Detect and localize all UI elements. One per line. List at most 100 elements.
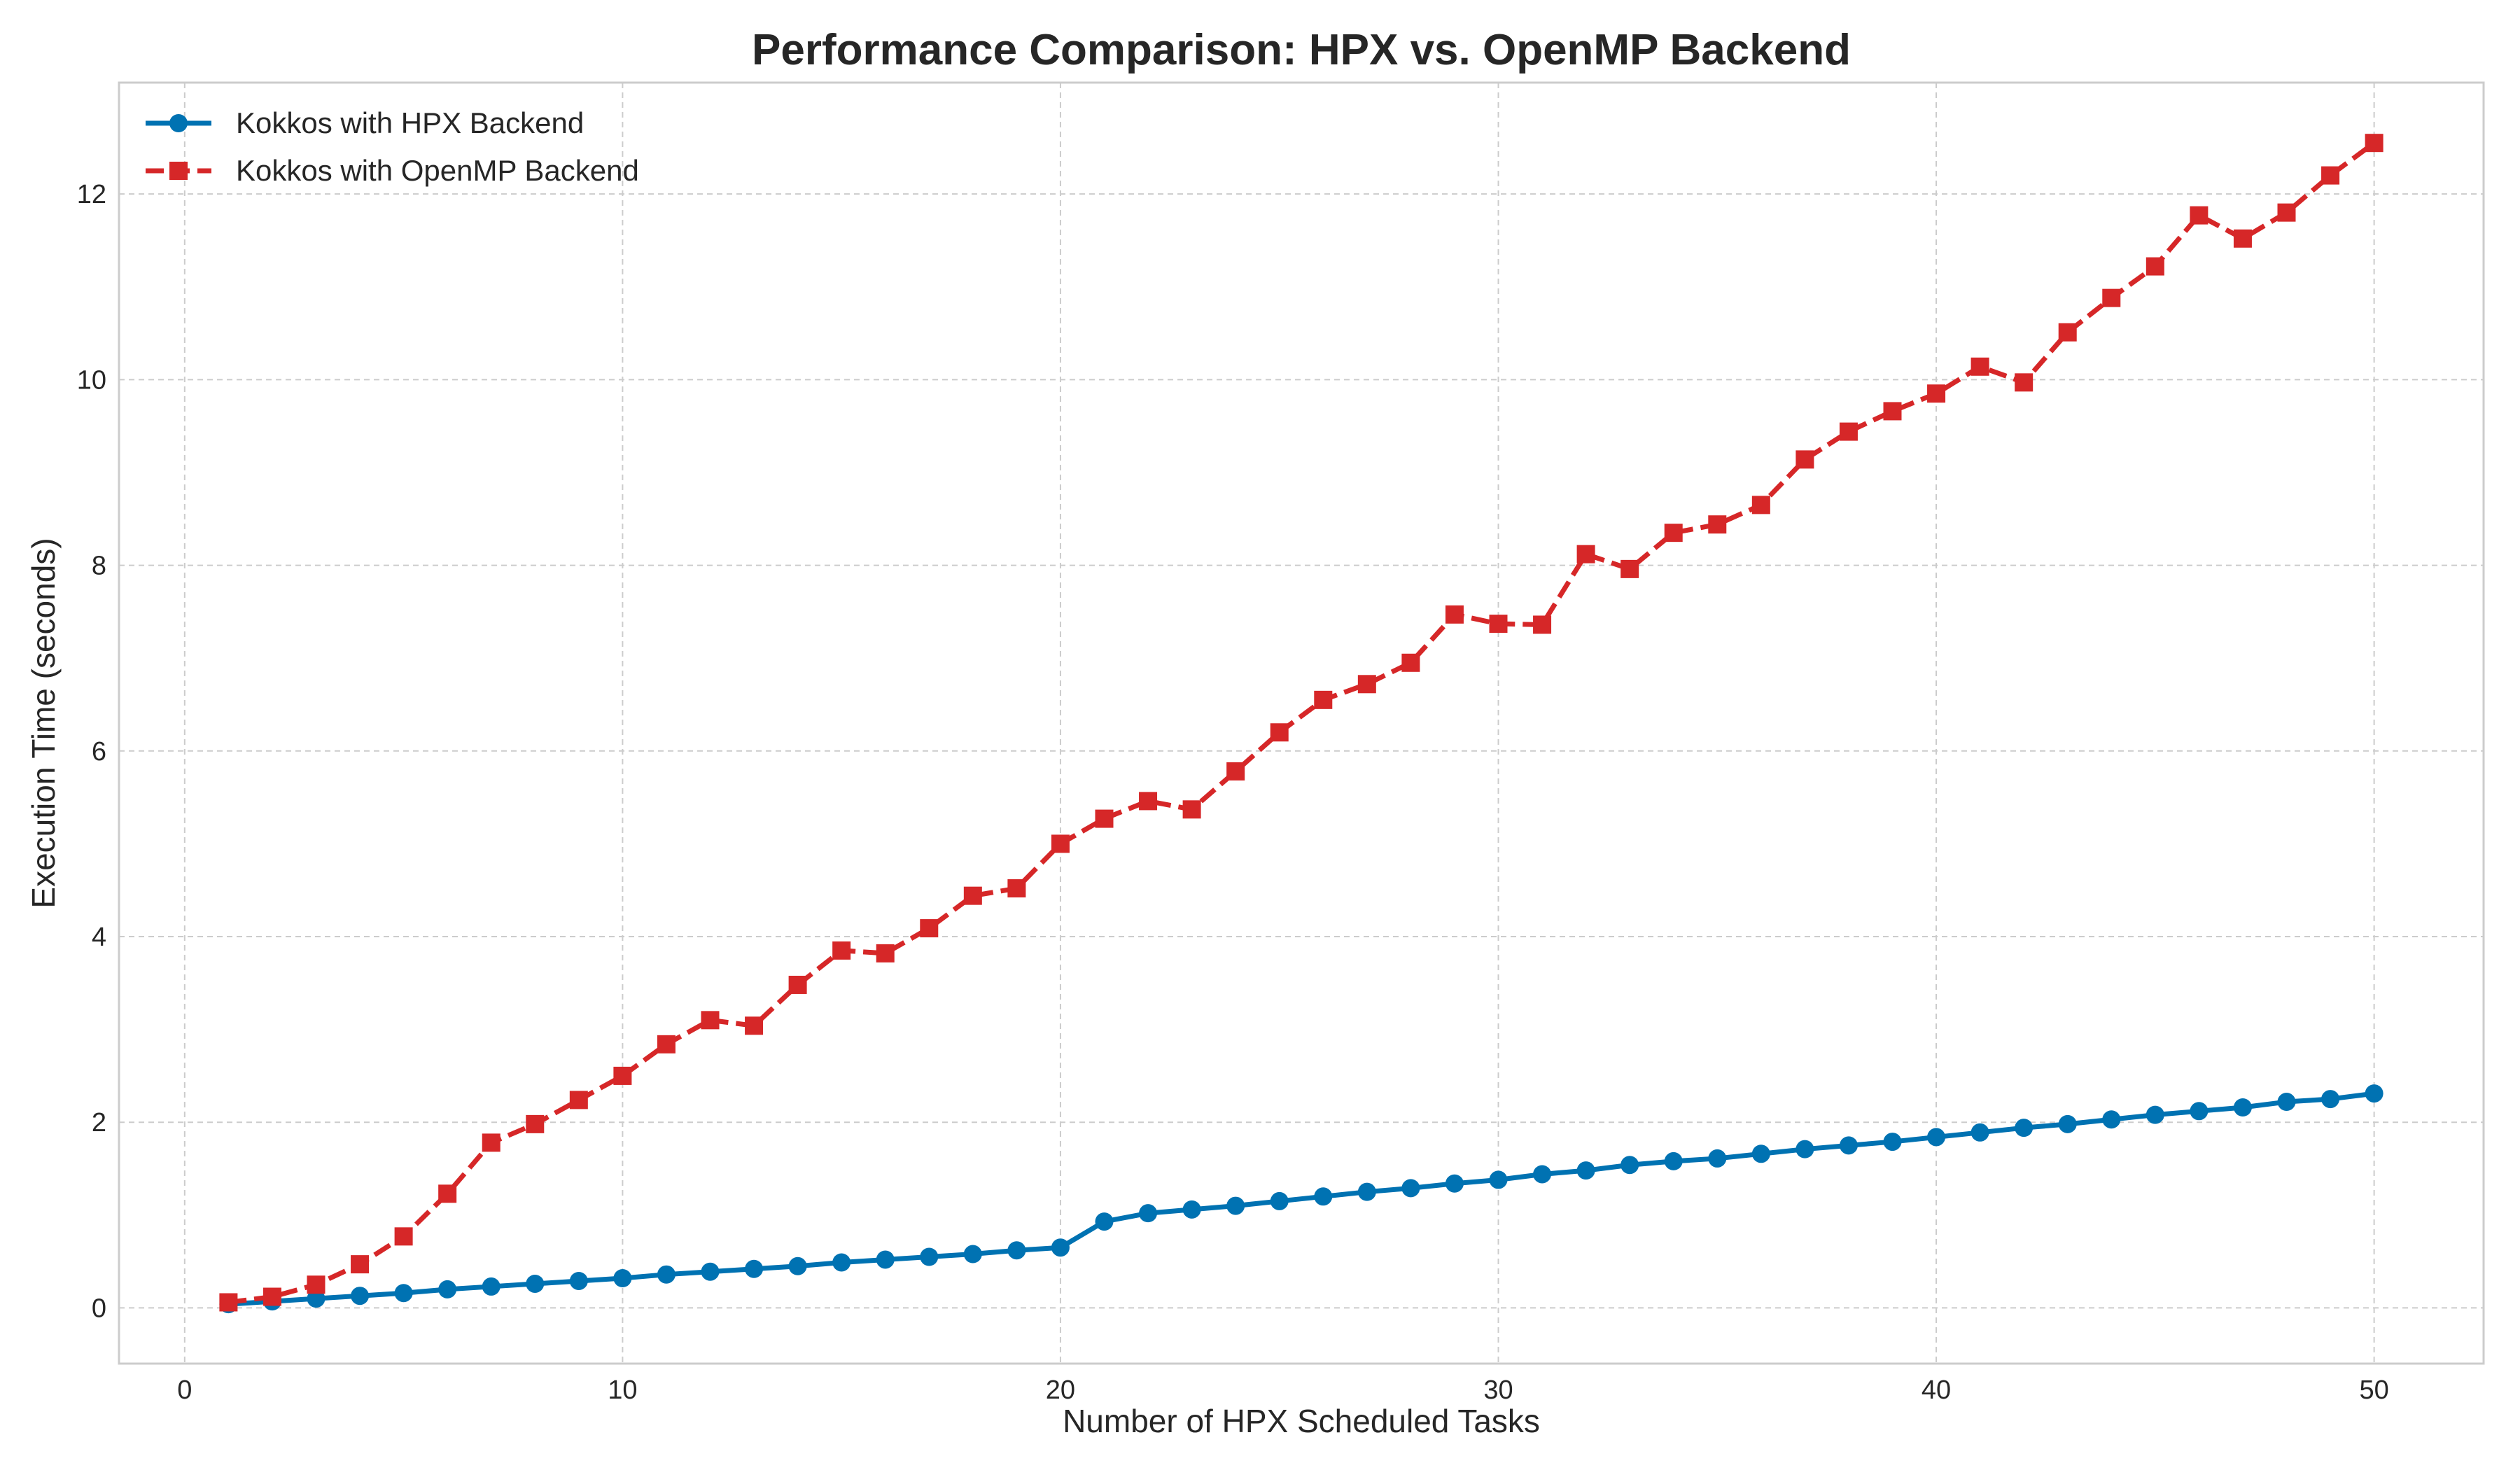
data-point-hpx — [1883, 1133, 1902, 1152]
data-point-hpx — [2146, 1105, 2164, 1124]
data-point-hpx — [394, 1284, 413, 1303]
chart-title: Performance Comparison: HPX vs. OpenMP B… — [752, 26, 1851, 74]
data-point-openmp — [1751, 496, 1770, 514]
legend-marker-shape-openmp — [169, 162, 188, 180]
data-point-openmp — [1314, 690, 1333, 709]
data-point-openmp — [745, 1016, 764, 1035]
data-point-openmp — [1576, 545, 1595, 564]
data-point-hpx — [351, 1287, 370, 1306]
data-point-hpx — [1401, 1179, 1420, 1198]
data-point-openmp — [2058, 323, 2077, 342]
data-point-openmp — [1883, 402, 1902, 421]
data-point-openmp — [1620, 559, 1639, 578]
data-point-hpx — [1489, 1170, 1508, 1189]
data-point-openmp — [1489, 615, 1508, 634]
y-tick-label: 2 — [92, 1108, 106, 1138]
data-point-hpx — [1051, 1238, 1070, 1257]
data-point-hpx — [2015, 1119, 2033, 1138]
grid-layer — [119, 83, 2484, 1364]
data-point-hpx — [482, 1277, 500, 1296]
data-point-openmp — [1839, 422, 1858, 441]
data-point-hpx — [569, 1271, 588, 1290]
data-point-hpx — [2058, 1114, 2077, 1133]
data-point-hpx — [2365, 1084, 2384, 1103]
x-tick-label: 0 — [177, 1376, 192, 1405]
y-tick-label: 0 — [92, 1294, 106, 1323]
data-point-hpx — [1533, 1165, 1552, 1184]
data-point-hpx — [1357, 1182, 1376, 1201]
legend-entry-hpx: Kokkos with HPX Backend — [146, 106, 584, 139]
data-point-openmp — [920, 919, 939, 938]
y-axis-label: Execution Time (seconds) — [25, 538, 62, 908]
data-point-hpx — [920, 1247, 939, 1266]
data-point-openmp — [1095, 809, 1114, 828]
x-tick-label: 40 — [1921, 1376, 1951, 1405]
data-point-openmp — [219, 1293, 238, 1312]
data-point-hpx — [1927, 1128, 1946, 1147]
data-point-openmp — [963, 886, 982, 905]
data-point-hpx — [2102, 1110, 2121, 1129]
data-point-openmp — [1708, 515, 1727, 534]
data-point-openmp — [1445, 605, 1464, 624]
data-point-openmp — [1357, 675, 1376, 694]
data-point-openmp — [1051, 834, 1070, 853]
legend-label-hpx: Kokkos with HPX Backend — [236, 106, 584, 139]
x-axis-label: Number of HPX Scheduled Tasks — [1063, 1403, 1540, 1439]
data-point-openmp — [657, 1035, 676, 1054]
data-point-hpx — [307, 1289, 326, 1308]
data-point-openmp — [1401, 653, 1420, 672]
y-tick-label: 8 — [92, 552, 106, 581]
plot-frame — [118, 81, 2485, 1365]
data-point-openmp — [2365, 134, 2384, 153]
tick-layer: 0 10 20 30 40 50 0 2 4 6 8 10 12 — [77, 180, 2389, 1405]
data-point-hpx — [1445, 1174, 1464, 1193]
data-point-hpx — [657, 1265, 676, 1284]
y-tick-label: 4 — [92, 923, 106, 952]
data-point-hpx — [832, 1253, 851, 1272]
data-point-hpx — [2190, 1102, 2208, 1121]
data-point-openmp — [438, 1184, 457, 1203]
data-point-openmp — [613, 1066, 632, 1085]
data-point-openmp — [1795, 450, 1814, 469]
data-point-openmp — [2102, 288, 2121, 307]
data-point-hpx — [526, 1274, 545, 1293]
data-point-openmp — [1533, 615, 1552, 634]
data-point-hpx — [613, 1269, 632, 1287]
data-point-hpx — [963, 1245, 982, 1264]
x-tick-label: 20 — [1046, 1376, 1075, 1405]
series-layer — [219, 134, 2384, 1314]
data-point-openmp — [1927, 384, 1946, 403]
data-point-hpx — [1620, 1156, 1639, 1175]
data-point-hpx — [1139, 1204, 1158, 1223]
data-point-openmp — [876, 944, 895, 962]
data-point-openmp — [262, 1287, 281, 1306]
x-tick-label: 10 — [608, 1376, 637, 1405]
data-point-openmp — [1139, 792, 1158, 811]
data-point-openmp — [832, 941, 851, 960]
y-tick-label: 10 — [77, 365, 106, 395]
data-point-hpx — [745, 1259, 764, 1278]
legend-entry-openmp: Kokkos with OpenMP Backend — [146, 154, 639, 187]
data-point-hpx — [876, 1250, 895, 1269]
data-point-openmp — [2190, 206, 2208, 225]
legend-marker-openmp — [169, 162, 188, 180]
data-point-openmp — [2321, 166, 2340, 185]
data-point-hpx — [438, 1280, 457, 1298]
data-point-hpx — [1708, 1149, 1727, 1168]
data-point-hpx — [701, 1262, 720, 1281]
data-point-hpx — [2277, 1093, 2296, 1112]
data-point-openmp — [701, 1011, 720, 1030]
x-tick-label: 30 — [1483, 1376, 1513, 1405]
data-point-openmp — [526, 1114, 545, 1133]
data-point-openmp — [1270, 723, 1289, 742]
data-point-hpx — [2233, 1098, 2252, 1116]
data-point-openmp — [2233, 229, 2252, 248]
data-point-hpx — [1095, 1212, 1114, 1231]
data-point-hpx — [1751, 1144, 1770, 1163]
data-point-openmp — [351, 1255, 370, 1274]
x-tick-label: 50 — [2359, 1376, 2388, 1405]
data-point-hpx — [788, 1256, 807, 1275]
legend-marker-hpx — [169, 114, 188, 132]
data-point-openmp — [482, 1133, 500, 1152]
